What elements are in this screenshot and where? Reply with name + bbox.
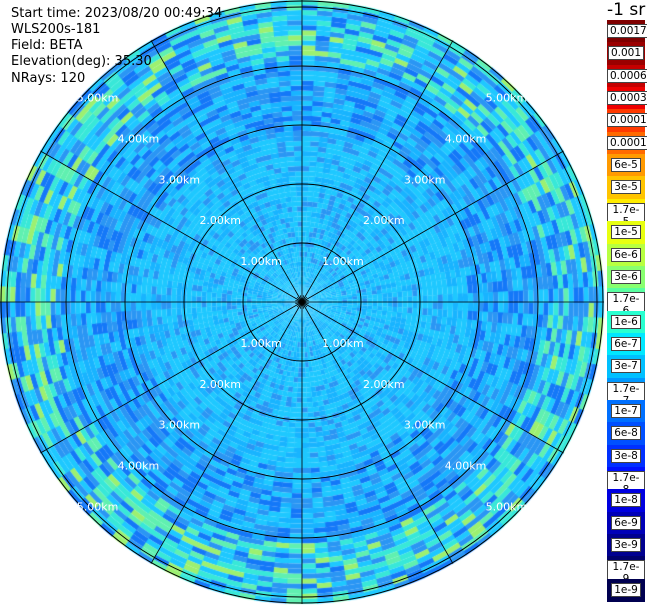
azimuth-spoke [301,150,564,303]
range-ring-label: 3.00km [404,173,446,186]
azimuth-spoke [150,40,303,303]
range-ring-label: 2.00km [199,378,241,391]
colorbar-tick-label: 0.0003 [607,91,647,106]
center-marker-ray [299,295,303,303]
range-ring-label: 1.00km [240,337,282,350]
colorbar-tick-label: 3e-7 [611,359,641,374]
colorbar-segment: 1.7e-8 [607,467,645,497]
colorbar-unit: -1 sr [607,0,646,20]
colorbar-segment: 3e-8 [607,444,645,468]
range-ring-label: 1.00km [322,255,364,268]
range-ring-label: 3.00km [159,419,201,432]
colorbar-segment: 0.0003 [607,87,647,110]
colorbar-tick-label: 3e-9 [611,538,641,553]
colorbar-segment: 1e-9 [607,578,645,602]
colorbar-tick-label: 3e-6 [611,269,641,284]
range-ring-label: 2.00km [363,214,405,227]
range-ring-label: 2.00km [363,378,405,391]
range-ring-label: 5.00km [77,92,119,105]
colorbar-tick-label: 0.0006 [607,68,647,83]
instrument-text: WLS200s-181 [11,22,101,37]
colorbar-segment: 1.7e-6 [607,288,645,319]
colorbar-tick-label: 1e-8 [611,493,641,508]
colorbar-segment: 1.7e-7 [607,377,645,408]
colorbar-tick-label: 1e-9 [611,582,641,597]
colorbar-tick-label: 0.0017 [607,24,647,38]
colorbar-segment: 1e-8 [607,489,645,513]
range-ring-label: 4.00km [445,132,487,145]
colorbar-segment: 1e-7 [607,399,645,423]
colorbar-segment: 0.00017 [607,109,647,133]
colorbar-segment: 0.001 [607,42,645,66]
colorbar-segment: 6e-5 [607,154,645,177]
colorbar-segment: 3e-7 [607,355,645,379]
colorbar-tick-label: 6e-6 [611,247,641,262]
colorbar-tick-label: 0.0001 [607,135,647,150]
azimuth-spokes [0,0,604,604]
colorbar-segment: 6e-7 [607,332,645,356]
azimuth-spoke [40,150,303,303]
colorbar-segment: 0.0006 [607,64,647,88]
range-ring-label: 2.00km [199,214,241,227]
colorbar-segment: 6e-6 [607,243,645,267]
range-ring-label: 3.00km [404,419,446,432]
range-ring-label: 1.00km [240,255,282,268]
colorbar-segment: 3e-6 [607,265,645,289]
colorbar-tick-label: 0.001 [607,46,645,61]
elevation-text: Elevation(deg): 35.30 [11,54,152,69]
range-ring-label: 4.00km [118,460,160,473]
azimuth-spoke [301,301,564,454]
colorbar-tick-label: 3e-5 [611,180,641,195]
azimuth-spoke [40,301,303,454]
colorbar-tick-label: 0.00017 [607,113,647,128]
colorbar-segment: 6e-9 [607,511,645,535]
colorbar-tick-label: 6e-8 [611,426,641,441]
colorbar-segment: 1.7e-9 [607,556,645,587]
colorbar-segment: 3e-9 [607,534,645,557]
range-ring-label: 3.00km [159,173,201,186]
colorbar-tick-label: 1e-7 [611,403,641,418]
range-ring-label: 4.00km [118,132,160,145]
colorbar-tick-label: 6e-7 [611,336,641,351]
azimuth-spoke [150,301,303,564]
colorbar-tick-label: 1e-6 [611,314,641,329]
range-labels: 1.00km 1.00km 1.00km 1.00km 2.00km 2.00km 2.00… [77,92,527,514]
colorbar-segment: 1e-5 [607,221,645,244]
nrays-text: NRays: 120 [11,71,86,86]
azimuth-spoke [301,40,454,303]
colorbar-tick-label: 1e-5 [611,225,641,240]
colorbar-tick-label: 6e-5 [611,158,641,173]
range-ring-label: 5.00km [486,500,528,513]
field-text: Field: BETA [11,38,83,53]
range-ring-label: 5.00km [77,500,119,513]
azimuth-spoke [301,301,454,564]
range-ring-label: 5.00km [486,92,528,105]
colorbar-segment: 0.0001 [607,131,647,155]
colorbar-segment: 1.7e-5 [607,198,645,229]
colorbar-segment: 1e-6 [607,310,645,334]
start-time-text: Start time: 2023/08/20 00:49:34 [11,6,223,21]
colorbar-tick-label: 6e-9 [611,515,641,530]
colorbar-tick-label: 3e-8 [611,448,641,463]
colorbar-segment: 0.0017 [607,20,647,43]
range-ring-label: 1.00km [322,337,364,350]
range-ring-label: 4.00km [445,460,487,473]
colorbar-segment: 6e-8 [607,422,645,446]
colorbar-segment: 3e-5 [607,176,645,200]
